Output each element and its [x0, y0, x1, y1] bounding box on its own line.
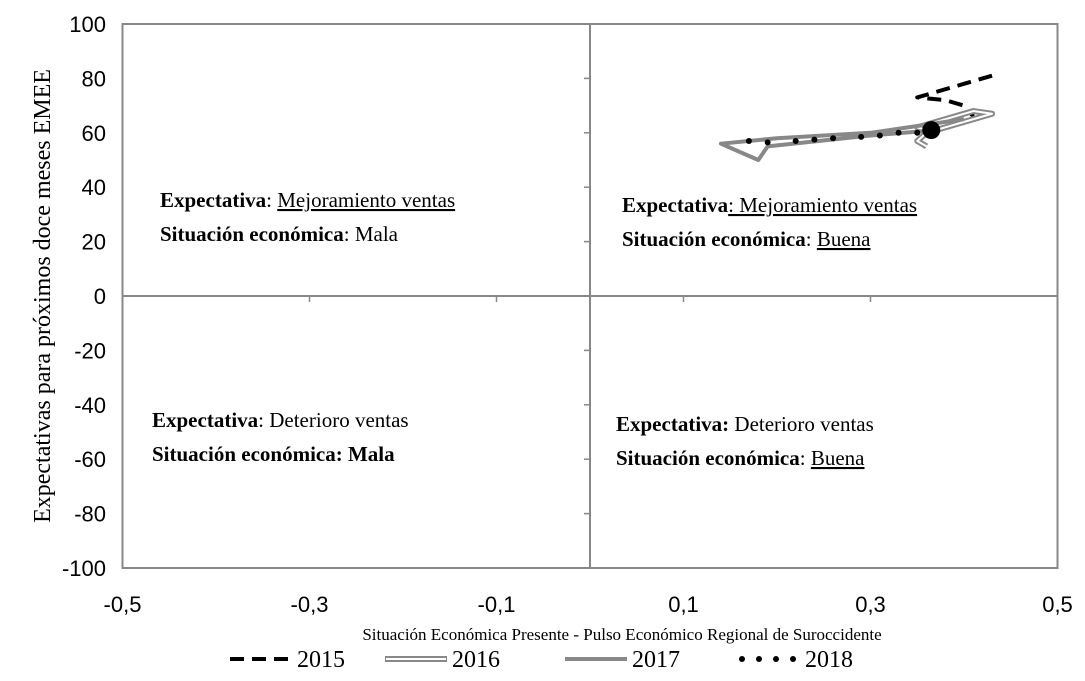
point — [876, 132, 883, 139]
annotation: Situación económica: Buena — [616, 446, 865, 470]
x-tick-label: -0,5 — [104, 592, 142, 617]
ann-part: Situación económica — [160, 222, 344, 246]
legend-swatch — [739, 656, 745, 662]
ann-part: Expectativa — [622, 193, 729, 217]
point — [922, 121, 941, 140]
y-tick-label: -60 — [74, 447, 106, 472]
point — [764, 139, 771, 146]
x-tick-label: 0,1 — [668, 592, 699, 617]
annotation: Situación económica: Buena — [622, 227, 871, 251]
point — [830, 135, 837, 142]
series-line — [915, 73, 993, 118]
legend-label: 2016 — [452, 647, 500, 673]
annotation: Situación económica: Mala — [152, 442, 395, 466]
legend-label: 2017 — [632, 647, 680, 673]
ann-part: Situación económica — [622, 227, 806, 251]
y-tick-label: -80 — [74, 502, 106, 527]
y-tick-label: -20 — [74, 338, 106, 363]
point — [895, 129, 902, 136]
x-tick-label: 0,5 — [1042, 592, 1073, 617]
y-tick-label: 60 — [82, 121, 106, 146]
ann-part: : Deterioro ventas — [258, 408, 408, 432]
ann-part: : — [266, 188, 277, 212]
annotation: Situación económica: Mala — [160, 222, 399, 246]
ann-part: Buena — [811, 446, 865, 470]
legend-swatch — [773, 656, 779, 662]
ann-part: Expectativa — [160, 188, 267, 212]
ann-part: Buena — [817, 227, 871, 251]
y-axis-title: Expectativas para próximos doce meses EM… — [30, 69, 56, 523]
ann-part: : — [806, 227, 817, 251]
y-tick-label: 40 — [82, 175, 106, 200]
y-tick-label: -40 — [74, 393, 106, 418]
legend-label: 2018 — [805, 647, 853, 673]
annotation: Expectativa: Mejoramiento ventas — [160, 188, 455, 212]
point — [914, 129, 921, 136]
x-tick-label: -0,3 — [291, 592, 329, 617]
x-tick-label: 0,3 — [855, 592, 886, 617]
ann-part: : Mala — [344, 222, 399, 246]
y-tick-label: -100 — [62, 556, 106, 581]
ann-part: Deterioro ventas — [729, 412, 874, 436]
legend-swatch — [790, 656, 796, 662]
y-tick-label: 80 — [82, 66, 106, 91]
ann-part: : — [800, 446, 811, 470]
x-tick-label: -0,1 — [478, 592, 516, 617]
ann-part: : Mejoramiento ventas — [728, 193, 917, 217]
point — [745, 137, 752, 144]
point — [858, 133, 865, 140]
legend-label: 2015 — [297, 647, 345, 673]
series-line — [718, 117, 965, 162]
point — [811, 136, 818, 143]
y-tick-label: 20 — [82, 230, 106, 255]
ann-part: Situación económica — [616, 446, 800, 470]
ann-part: Situación económica: Mala — [152, 442, 395, 466]
y-tick-label: 100 — [69, 12, 106, 37]
legend-swatch — [756, 656, 762, 662]
ann-part: Expectativa: — [616, 412, 729, 436]
ann-part: Mejoramiento ventas — [277, 188, 455, 212]
annotation: Expectativa: Deterioro ventas — [152, 408, 409, 432]
ann-part: Expectativa — [152, 408, 259, 432]
x-axis-title: Situación Económica Presente - Pulso Eco… — [362, 625, 881, 644]
point — [792, 137, 799, 144]
annotation: Expectativa: Deterioro ventas — [616, 412, 874, 436]
y-tick-label: 0 — [94, 284, 106, 309]
annotation: Expectativa: Mejoramiento ventas — [622, 193, 917, 217]
